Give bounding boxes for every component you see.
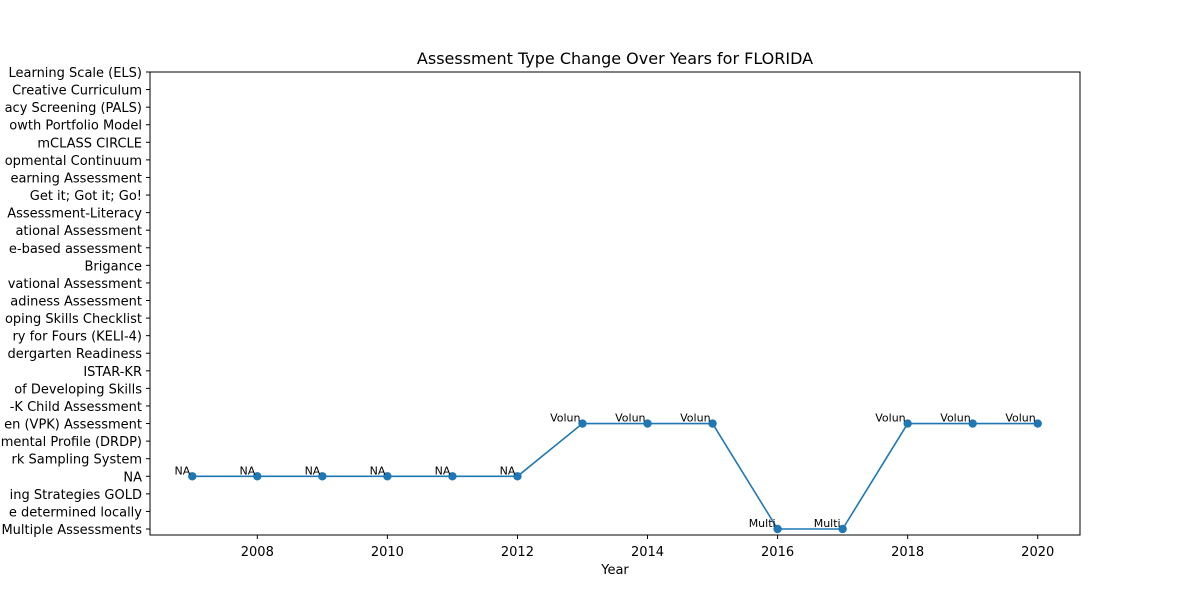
series-line-group [192,422,1038,530]
y-tick-label: Assessment-Literacy [7,207,142,222]
data-point [383,472,392,481]
data-label: NA [500,464,516,477]
y-tick-label: acy Screening (PALS) [5,101,142,116]
x-axis-label: Year [600,563,629,578]
data-point [253,472,262,481]
y-tick-label: rk Sampling System [12,453,142,468]
plot-area-frame [149,71,1081,536]
y-tick-label: e determined locally [9,505,142,520]
x-tick-label: 2010 [371,545,404,560]
data-point [708,419,717,428]
y-tick-label: of Developing Skills [14,382,142,397]
data-labels: NA NA NA NA NA NA Volun Volun Volun Multi Multi Vol… [175,412,1036,530]
data-label: Volun [940,412,970,425]
y-tick-label: vational Assessment [8,277,142,292]
data-label: NA [175,464,191,477]
x-axis: 2008 2010 2012 2014 2016 2018 2020 [241,535,1054,560]
data-point [968,419,977,428]
y-tick-label: mCLASS CIRCLE [37,136,142,151]
data-point [903,419,912,428]
y-tick-label: Get it; Got it; Go! [30,189,142,204]
data-label: NA [305,464,321,477]
x-tick-label: 2020 [1021,545,1054,560]
data-point [1033,419,1042,428]
data-point [643,419,652,428]
x-tick-label: 2014 [631,545,664,560]
y-tick-label: owth Portfolio Model [9,119,142,134]
data-label: Volun [1005,412,1035,425]
data-label: Volun [875,412,905,425]
y-tick-label: e-based assessment [9,242,142,257]
data-point [188,472,197,481]
data-point [318,472,327,481]
data-point [838,524,847,534]
data-point [448,472,457,481]
series-line [192,422,1038,530]
y-tick-label: en (VPK) Assessment [4,418,142,433]
chart-title: Assessment Type Change Over Years for FL… [417,49,813,68]
x-tick-label: 2016 [761,545,794,560]
y-tick-label: oping Skills Checklist [5,312,142,327]
y-tick-label: dergarten Readiness [8,347,143,362]
y-tick-label: adiness Assessment [10,295,142,310]
data-label: NA [370,464,386,477]
y-tick-label: mental Profile (DRDP) [1,435,142,450]
y-tick-label: NA [123,470,142,485]
y-tick-label: earning Assessment [10,171,142,186]
y-tick-label: Creative Curriculum [12,84,142,99]
data-label: Multi [749,517,776,530]
x-tick-label: 2008 [241,545,274,560]
data-label: Volun [550,412,580,425]
y-tick-label: opmental Continuum [5,154,142,169]
data-label: Volun [680,412,710,425]
y-tick-label: -K Child Assessment [10,400,142,415]
data-point [513,472,522,481]
y-axis: Multiple Assessments e determined locally… [1,66,150,538]
data-point [578,419,587,428]
x-tick-label: 2018 [891,545,924,560]
data-points [188,419,1042,534]
y-tick-label: Brigance [85,259,142,274]
y-tick-label: ing Strategies GOLD [10,488,142,503]
y-tick-label: Multiple Assessments [1,523,142,538]
x-tick-label: 2012 [501,545,534,560]
data-point [773,524,782,534]
data-label: Multi [814,517,841,530]
y-tick-label: ational Assessment [15,224,142,239]
data-label: NA [240,464,256,477]
y-tick-label: Learning Scale (ELS) [8,66,142,81]
y-tick-label: ry for Fours (KELI-4) [12,330,142,345]
y-tick-label: ISTAR-KR [83,365,142,380]
data-label: Volun [615,412,645,425]
data-label: NA [435,464,451,477]
